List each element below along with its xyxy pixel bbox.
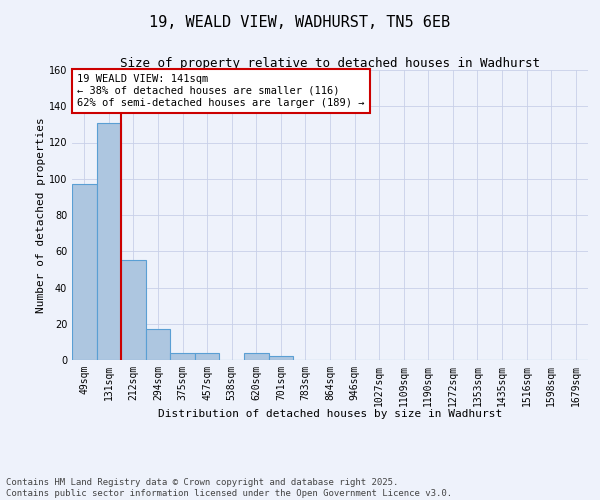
Bar — [195, 353, 220, 360]
Bar — [170, 353, 195, 360]
Y-axis label: Number of detached properties: Number of detached properties — [36, 117, 46, 313]
Title: Size of property relative to detached houses in Wadhurst: Size of property relative to detached ho… — [120, 57, 540, 70]
Text: Contains HM Land Registry data © Crown copyright and database right 2025.
Contai: Contains HM Land Registry data © Crown c… — [6, 478, 452, 498]
Bar — [269, 356, 293, 360]
Text: 19 WEALD VIEW: 141sqm
← 38% of detached houses are smaller (116)
62% of semi-det: 19 WEALD VIEW: 141sqm ← 38% of detached … — [77, 74, 365, 108]
Bar — [146, 329, 170, 360]
X-axis label: Distribution of detached houses by size in Wadhurst: Distribution of detached houses by size … — [158, 409, 502, 419]
Text: 19, WEALD VIEW, WADHURST, TN5 6EB: 19, WEALD VIEW, WADHURST, TN5 6EB — [149, 15, 451, 30]
Bar — [244, 353, 269, 360]
Bar — [72, 184, 97, 360]
Bar — [97, 122, 121, 360]
Bar — [121, 260, 146, 360]
